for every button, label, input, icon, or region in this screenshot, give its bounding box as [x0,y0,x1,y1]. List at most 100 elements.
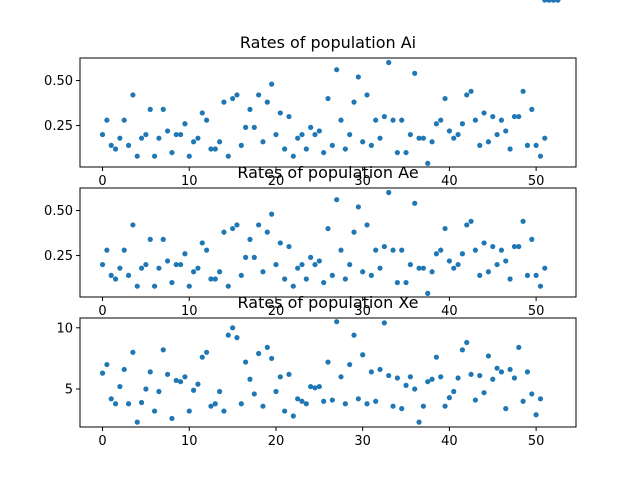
data-point [421,266,426,271]
data-point [195,382,200,387]
y-tick-label: 0.50 [44,74,73,89]
data-point [330,273,335,278]
data-point [481,390,486,395]
data-point [278,374,283,379]
data-point [347,362,352,367]
data-point [217,389,222,394]
x-tick-label: 50 [528,174,545,189]
x-tick-label: 20 [268,434,285,449]
data-point [135,420,140,425]
data-point [347,132,352,137]
data-point [187,284,192,289]
data-point [239,401,244,406]
data-point [516,244,521,249]
data-point [299,262,304,267]
data-point [217,139,222,144]
data-point [321,150,326,155]
data-point [508,146,513,151]
data-point [213,146,218,151]
data-point [148,369,153,374]
data-point [334,197,339,202]
y-tick-label: 10 [56,321,73,336]
data-point [468,89,473,94]
data-point [217,269,222,274]
data-point [239,143,244,148]
data-point [152,154,157,159]
data-point [117,384,122,389]
data-point [494,262,499,267]
data-point [538,396,543,401]
data-point [260,139,265,144]
data-point [451,136,456,141]
data-point [351,333,356,338]
data-point [269,212,274,217]
data-point [291,154,296,159]
data-point [542,136,547,141]
data-point [486,139,491,144]
data-point [286,372,291,377]
data-point [191,269,196,274]
data-point [421,404,426,409]
x-tick-label: 0 [98,434,106,449]
data-point [260,404,265,409]
data-point [382,244,387,249]
data-point [508,276,513,281]
data-point [442,96,447,101]
data-point [191,388,196,393]
x-tick-label: 50 [528,304,545,319]
data-point [113,276,118,281]
data-point [338,118,343,123]
data-point [534,273,539,278]
data-point [481,240,486,245]
data-point [364,401,369,406]
data-point [282,146,287,151]
data-point [343,401,348,406]
data-point [143,386,148,391]
data-point [295,136,300,141]
data-point [291,413,296,418]
data-point [161,347,166,352]
data-point [399,406,404,411]
data-point [464,222,469,227]
data-point [200,110,205,115]
data-point [165,258,170,263]
data-point [425,161,430,166]
data-point [247,377,252,382]
data-point [256,351,261,356]
data-point [113,146,118,151]
data-point [104,248,109,253]
data-point [273,389,278,394]
data-point [304,276,309,281]
data-point [377,367,382,372]
data-point [143,132,148,137]
data-point [117,136,122,141]
data-point [122,118,127,123]
data-point [273,132,278,137]
data-point [473,248,478,253]
data-point [278,110,283,115]
data-point [139,136,144,141]
data-point [416,420,421,425]
data-point [455,375,460,380]
data-point [490,244,495,249]
x-tick-label: 30 [354,434,371,449]
data-point [455,132,460,137]
data-point [325,359,330,364]
data-point [386,373,391,378]
data-point [204,118,209,123]
data-point [299,132,304,137]
data-point [447,128,452,133]
data-point [529,107,534,112]
x-tick-label: 40 [441,434,458,449]
data-point [148,107,153,112]
data-point [399,248,404,253]
data-point [356,204,361,209]
data-point [468,219,473,224]
data-point [351,230,356,235]
data-point [156,389,161,394]
data-point [369,143,374,148]
data-point [161,237,166,242]
data-point [282,276,287,281]
